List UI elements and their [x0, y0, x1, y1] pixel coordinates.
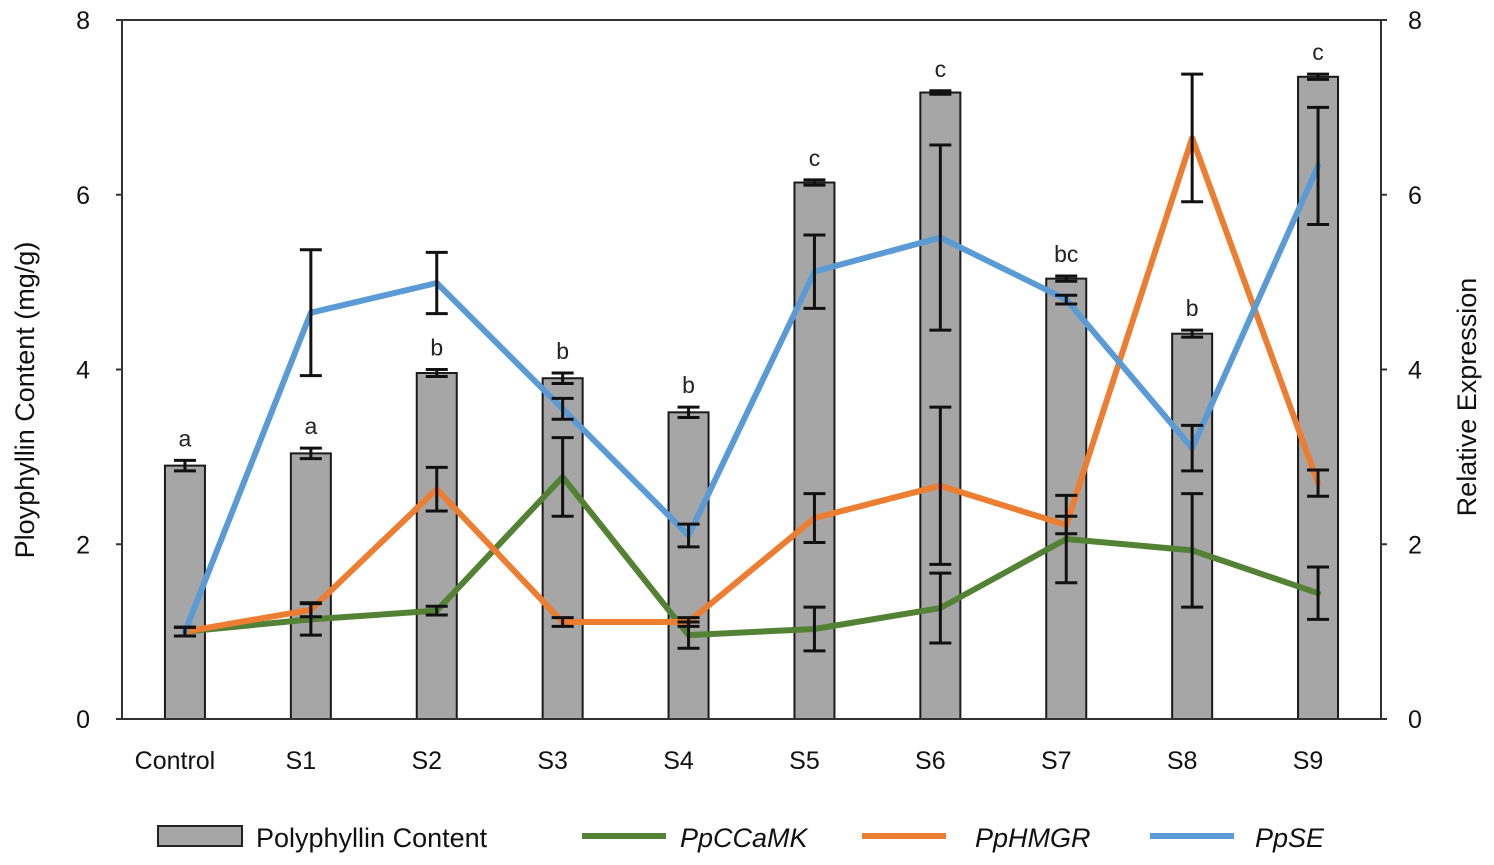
left-tick-label: 2	[76, 531, 90, 559]
bar-errorbar-s5	[803, 178, 826, 187]
errorbar-ppse-s2	[425, 250, 448, 316]
significance-label: b	[556, 338, 569, 364]
errorbar-pphmgr-s3	[551, 616, 574, 628]
legend-label-ppccamk: PpCCaMK	[680, 823, 809, 853]
x-tick-label: S5	[789, 747, 820, 775]
significance-label: b	[682, 372, 695, 398]
bar-errorbar-s1	[299, 446, 322, 461]
x-tick-label: S8	[1167, 747, 1198, 775]
errorbar-ppccamk-s7	[1055, 493, 1078, 585]
bar-s7	[1045, 277, 1088, 720]
series-line-ppse	[181, 162, 1322, 635]
significance-label: b	[430, 335, 443, 361]
legend: Polyphyllin Content PpCCaMK PpHMGR PpSE	[157, 823, 1325, 853]
bar-errorbar-s3	[551, 371, 574, 385]
bar-errorbar-s4	[677, 405, 700, 420]
errorbar-ppccamk-s5	[803, 605, 826, 653]
left-tick-label: 0	[76, 706, 90, 734]
errorbar-pphmgr-s9	[1307, 468, 1330, 498]
bar-errorbars-layer	[173, 72, 1330, 473]
errorbar-ppccamk-s3	[551, 436, 574, 518]
lines-layer	[181, 134, 1322, 639]
line-errorbars-layer	[173, 72, 1330, 653]
x-tick-label: S4	[663, 747, 694, 775]
x-tick-label: S1	[286, 747, 317, 775]
significance-label: bc	[1054, 241, 1078, 267]
left-tick-label: 4	[76, 357, 90, 385]
significance-label: c	[935, 56, 947, 82]
errorbar-pphmgr-s7	[1055, 514, 1078, 536]
x-tick-label: S2	[411, 747, 442, 775]
errorbar-ppse-s1	[299, 248, 322, 378]
errorbar-ppse-control	[173, 625, 196, 638]
legend-label-ppse: PpSE	[1255, 823, 1325, 853]
errorbar-ppccamk-s8	[1181, 492, 1204, 609]
left-tick-label: 8	[76, 7, 90, 35]
legend-label-polyphyllin: Polyphyllin Content	[256, 823, 488, 853]
bar-errorbar-s2	[425, 368, 448, 378]
errorbar-ppse-s4	[677, 522, 700, 549]
x-tick-label: S3	[537, 747, 568, 775]
x-tick-label: S6	[915, 747, 946, 775]
significance-label: c	[1312, 39, 1324, 65]
bar-s2	[415, 371, 458, 720]
errorbar-pphmgr-s2	[425, 465, 448, 513]
errorbar-ppccamk-s2	[425, 604, 448, 617]
errorbar-pphmgr-s4	[677, 616, 700, 628]
errorbar-ppse-s5	[803, 233, 826, 310]
left-y-axis-title: Ployphyllin Content (mg/g)	[10, 242, 40, 559]
errorbar-ppse-s6	[929, 143, 952, 332]
left-tick-label: 6	[76, 182, 90, 210]
right-tick-label: 0	[1408, 706, 1422, 734]
errorbar-ppse-s9	[1307, 105, 1330, 226]
bar-errorbar-s9	[1307, 72, 1330, 81]
right-tick-label: 2	[1408, 531, 1422, 559]
errorbar-ppse-s7	[1055, 293, 1078, 306]
significance-label: a	[304, 413, 317, 439]
x-tick-label: Control	[135, 747, 216, 775]
significance-label: c	[809, 145, 821, 171]
errorbar-ppccamk-s9	[1307, 565, 1330, 621]
bar-errorbar-s6	[929, 89, 952, 96]
x-tick-label: S9	[1293, 747, 1324, 775]
bar-s1	[289, 452, 332, 720]
series-line-pphmgr	[181, 134, 1322, 635]
bar-errorbar-s7	[1055, 274, 1078, 283]
significance-label: a	[179, 425, 192, 451]
significance-label: b	[1186, 295, 1199, 321]
legend-swatch-polyphyllin	[157, 825, 243, 847]
bar-s4	[667, 411, 710, 720]
bar-s3	[541, 377, 584, 720]
errorbar-ppccamk-s6	[929, 571, 952, 645]
series-line-ppccamk	[181, 473, 1322, 639]
right-tick-label: 4	[1408, 357, 1422, 385]
errorbar-ppse-s8	[1181, 423, 1204, 473]
errorbar-pphmgr-s5	[803, 492, 826, 545]
ticks-layer: 0 0 2 2 4 4 6 6 8 8 Control S1 S2 S3 S4 S5 S6 S7 S8 S9	[76, 7, 1422, 775]
right-tick-label: 8	[1408, 7, 1422, 35]
legend-label-pphmgr: PpHMGR	[975, 823, 1091, 853]
x-tick-label: S7	[1041, 747, 1072, 775]
errorbar-pphmgr-s6	[929, 405, 952, 566]
bar-errorbar-control	[173, 458, 196, 473]
right-tick-label: 6	[1408, 182, 1422, 210]
errorbar-pphmgr-s1	[299, 601, 322, 619]
errorbar-ppse-s3	[551, 396, 574, 421]
bar-errorbar-s8	[1181, 328, 1204, 339]
errorbar-pphmgr-s8	[1181, 72, 1204, 204]
right-y-axis-title: Relative Expression	[1452, 278, 1482, 517]
